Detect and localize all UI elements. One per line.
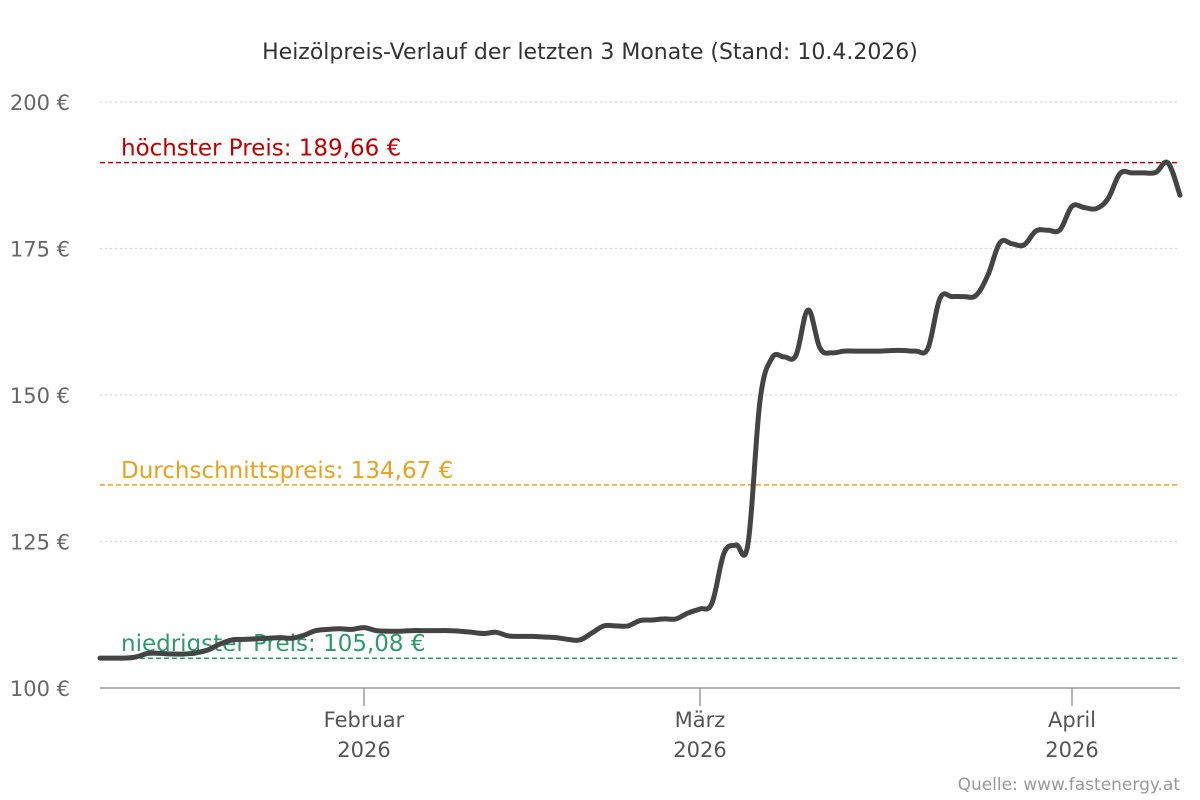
y-tick-label: 100 €	[10, 677, 70, 701]
ref-label-hoechster: höchster Preis: 189,66 €	[121, 136, 401, 162]
y-tick-label: 175 €	[10, 238, 70, 262]
x-axis: Februar 2026 März 2026 April 2026	[100, 687, 1180, 762]
x-tick-year: 2026	[337, 738, 390, 762]
y-tick-label: 150 €	[10, 384, 70, 408]
x-tick-year: 2026	[673, 738, 726, 762]
series-layer	[97, 159, 1183, 661]
price-series-line	[97, 159, 1183, 661]
reference-lines: höchster Preis: 189,66 € Durchschnittspre…	[100, 136, 1180, 659]
ref-label-durchschnitt: Durchschnittspreis: 134,67 €	[121, 458, 453, 484]
y-tick-label: 125 €	[10, 531, 70, 555]
y-axis-labels: 100 € 125 € 150 € 175 € 200 €	[10, 91, 70, 701]
x-tick-label: Februar	[324, 708, 405, 732]
x-tick-label: April	[1048, 708, 1096, 732]
chart-title: Heizölpreis-Verlauf der letzten 3 Monate…	[262, 40, 918, 65]
x-tick-label: März	[675, 708, 726, 732]
y-tick-label: 200 €	[10, 91, 70, 115]
grid-lines	[100, 101, 1180, 543]
x-tick-year: 2026	[1045, 738, 1098, 762]
source-note: Quelle: www.fastenergy.at	[958, 775, 1181, 795]
